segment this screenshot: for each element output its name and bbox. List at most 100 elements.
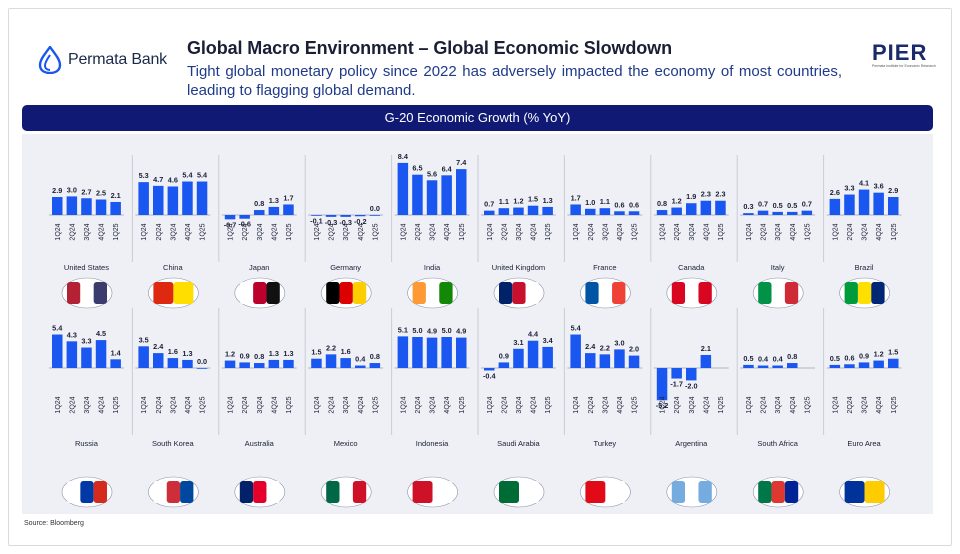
tick-label: 1Q24 [660,396,667,413]
data-label: -0.4 [483,371,497,380]
tick-label: 1Q24 [314,223,321,240]
tick-label: 2Q24 [761,396,768,413]
uk-flag-map-icon [493,277,545,309]
country-panel-australia: 1.2 1Q24 0.9 2Q24 0.8 3Q24 1.3 4Q24 1.3 1Q25 Austr… [218,308,297,508]
flag-stripe [499,481,519,503]
bar [757,365,769,368]
data-label: 0.5 [787,201,797,210]
tick-label: 1Q25 [891,396,898,413]
bar [397,336,409,368]
tick-label: 1Q25 [286,223,293,240]
bar [599,354,611,368]
canada-flag-map-icon [666,277,718,309]
data-label: 4.7 [153,175,163,184]
flag-stripe [685,282,699,304]
country-name-label: Mexico [334,439,358,448]
pier-logo: PIER Permata Institute for Economic Rese… [872,40,942,68]
data-label: 0.5 [830,354,840,363]
bar [340,215,351,217]
data-label: 1.3 [182,349,192,358]
data-label: 3.3 [81,337,91,346]
tick-label: 1Q25 [459,396,466,413]
tick-label: 4Q24 [358,223,365,240]
data-label: 5.4 [197,171,208,180]
flag-stripe [153,481,167,503]
tick-label: 2Q24 [847,396,854,413]
data-label: 4.3 [67,330,77,339]
bar [599,208,611,215]
flag-stripe [844,282,858,304]
country-name-label: France [593,263,616,272]
flag-stripe [153,282,174,304]
tick-label: 2Q24 [588,396,595,413]
bar [570,204,581,215]
country-panel-saudi-arabia: -0.4 1Q24 0.9 2Q24 3.1 3Q24 4.4 4Q24 3.4 1Q25 Saud… [477,308,556,508]
data-label: 2.9 [52,186,62,195]
bar [686,368,697,381]
flag-stripe [166,481,181,503]
tick-label: 1Q24 [55,396,62,413]
data-label: 2.4 [153,342,164,351]
data-label: 1.0 [585,198,595,207]
data-label: 2.1 [701,344,711,353]
bar [325,215,337,217]
tick-label: 1Q25 [113,223,120,240]
flag-stripe [326,481,340,503]
data-label: 0.4 [773,355,784,364]
brazil-flag-map-icon [839,277,890,309]
data-label: 1.7 [571,193,581,202]
bar [772,211,783,215]
data-label: 6.5 [412,164,422,173]
tick-label: 2Q24 [329,223,336,240]
bar [614,211,625,215]
tick-label: 2Q24 [69,396,76,413]
flag-stripe [67,282,81,304]
data-label: 1.6 [341,347,351,356]
data-label: -2.0 [685,381,698,390]
tick-label: 1Q25 [632,223,639,240]
tick-label: 1Q25 [804,396,811,413]
flag-stripe [512,282,526,304]
bar [138,346,149,368]
tick-label: 3Q24 [430,223,437,240]
bar [656,210,668,215]
tick-label: 1Q25 [718,396,725,413]
permata-bank-logo: Permata Bank [38,46,167,74]
tick-label: 2Q24 [415,396,422,413]
bar [412,174,423,215]
flag-stripe [173,282,194,304]
bar [888,197,899,215]
tick-label: 3Q24 [84,396,91,413]
bar [325,354,337,368]
bar [196,181,208,215]
bar [542,346,553,368]
tick-label: 3Q24 [775,396,782,413]
data-label: 0.8 [370,352,380,361]
tick-label: 3Q24 [775,223,782,240]
bar [498,362,510,368]
bar [311,358,322,368]
flag-stripe [412,282,426,304]
data-label: 7.4 [456,158,467,167]
data-label: 0.5 [773,201,783,210]
germany-flag-map-icon [320,277,372,309]
data-label: 2.4 [585,342,596,351]
country-panel-india: 8.4 1Q24 6.5 2Q24 5.6 3Q24 6.4 4Q24 7.4 1Q25 India [391,152,470,309]
tick-label: 1Q25 [545,223,552,240]
tick-label: 1Q24 [832,396,839,413]
tick-label: 3Q24 [257,223,264,240]
tick-label: 4Q24 [185,223,192,240]
country-panel-germany: -0.11Q24-0.32Q24-0.33Q24-0.24Q240.01Q25G… [304,155,384,309]
data-label: 5.0 [412,326,422,335]
bar [715,200,726,215]
us-flag-map-icon [61,277,113,309]
data-label: 2.3 [701,190,711,199]
flag-stripe [585,481,606,503]
tick-label: 1Q24 [400,396,407,413]
tick-label: 4Q24 [99,396,106,413]
data-label: 0.9 [499,351,509,360]
bar [513,207,524,215]
bar [628,355,640,368]
tick-label: 3Q24 [862,223,869,240]
data-label: 0.9 [859,351,869,360]
